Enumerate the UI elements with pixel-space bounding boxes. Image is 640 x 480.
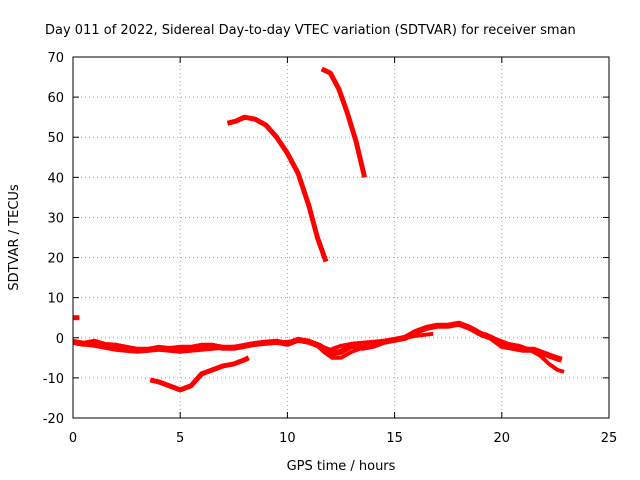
series-secondary-band (77, 331, 434, 354)
x-axis-label: GPS time / hours (287, 459, 396, 474)
x-tick-label: 0 (69, 431, 77, 446)
y-tick-label: 70 (47, 51, 64, 66)
grid (73, 57, 609, 418)
plot-frame (72, 56, 610, 419)
x-tick-label: 15 (386, 431, 403, 446)
y-tick-label: 60 (47, 91, 64, 106)
y-tick-label: -10 (43, 372, 64, 387)
y-tick-label: 50 (47, 131, 64, 146)
y-tick-label: 20 (47, 252, 64, 267)
axis-ticks: 0 5 10 15 20 25 -20 -10 0 10 20 30 40 50 60 70 (43, 51, 618, 446)
data-series (72, 66, 565, 393)
x-tick-label: 25 (601, 431, 618, 446)
series-upper-arc-1 (226, 114, 329, 263)
x-tick-label: 5 (176, 431, 184, 446)
x-tick-label: 10 (279, 431, 296, 446)
series-upper-arc-2 (320, 66, 368, 178)
y-tick-label: 10 (47, 292, 64, 307)
y-axis-label: SDTVAR / TECUs (7, 184, 22, 291)
y-tick-label: 30 (47, 211, 64, 226)
y-tick-label: 40 (47, 171, 64, 186)
series-segment-20-23h (483, 331, 565, 374)
series-segment-ending-12h (305, 337, 364, 360)
series-low-arc (149, 355, 250, 393)
x-tick-label: 20 (494, 431, 511, 446)
y-tick-label: -20 (43, 412, 64, 427)
series-near-zero-band (72, 320, 563, 363)
chart-title: Day 011 of 2022, Sidereal Day-to-day VTE… (45, 23, 576, 38)
y-tick-label: 0 (56, 332, 64, 347)
